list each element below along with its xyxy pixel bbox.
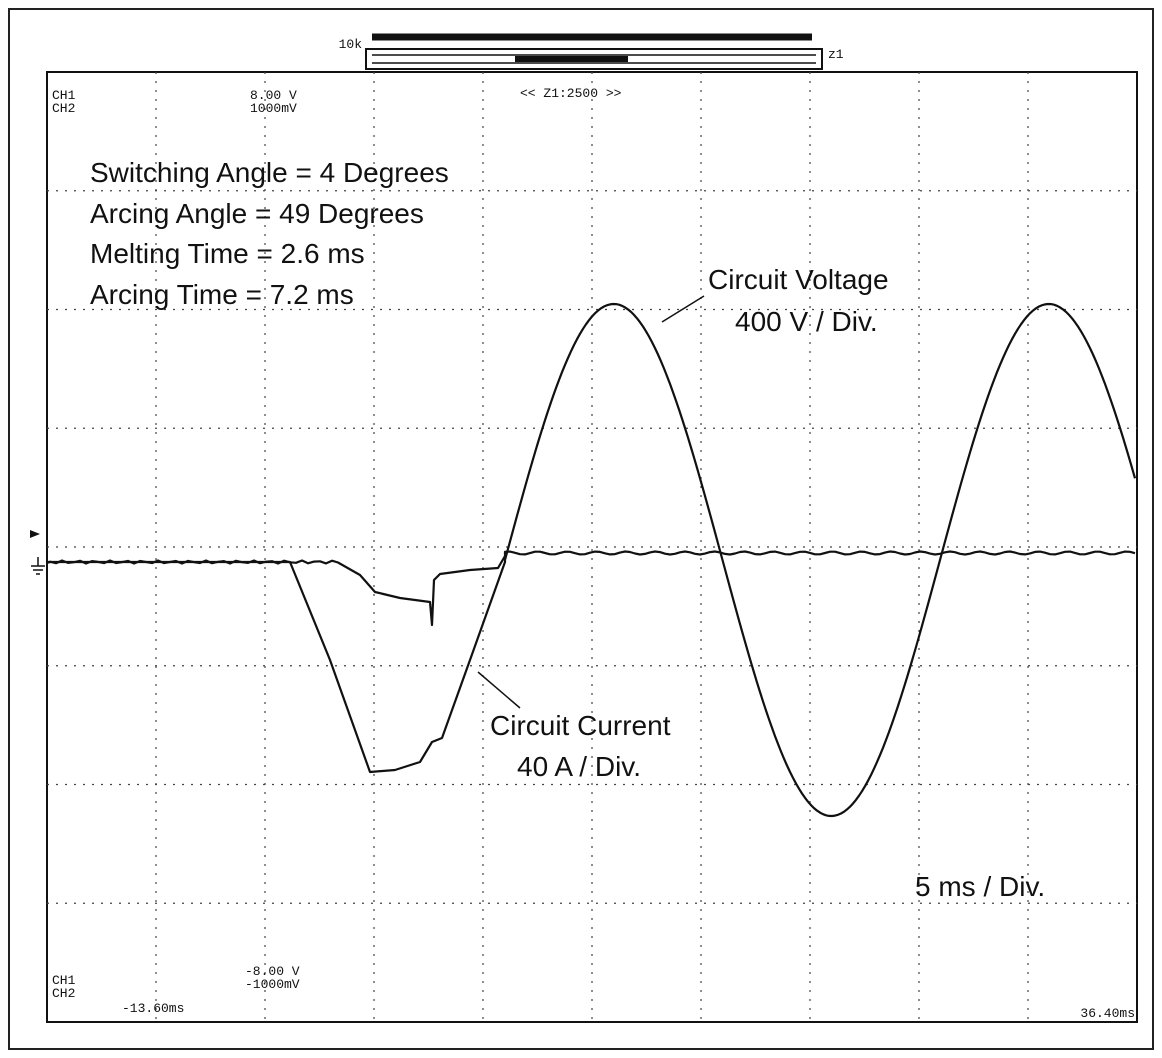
voltage-label: Circuit Voltage [708,264,889,295]
zoom-info: << Z1:2500 >> [520,86,622,101]
ch1-label: CH1 [52,973,76,988]
annotation: Melting Time = 2.6 ms [90,238,365,269]
zoom-left: 10k [339,37,363,52]
trigger-marker [30,530,40,538]
annotation: Arcing Time = 7.2 ms [90,279,354,310]
ch1-label: CH1 [52,88,76,103]
ch1-scale: -8.00 V [245,964,300,979]
leader-line [661,295,705,323]
voltage-scale: 400 V / Div. [735,306,878,337]
ch1-scale: 8.00 V [250,88,297,103]
ch2-label: CH2 [52,101,75,116]
zoom-right: z1 [828,47,844,62]
time-scale: 5 ms / Div. [915,871,1045,902]
voltage-trace [48,302,1137,818]
current-trace [47,550,1136,627]
ch2-scale: -1000mV [245,977,300,992]
outer-frame [8,8,1154,1050]
current-label: Circuit Current [490,710,671,741]
current-scale: 40 A / Div. [517,751,641,782]
grid [47,72,1137,1022]
annotation: Switching Angle = 4 Degrees [90,157,449,188]
annotation: Arcing Angle = 49 Degrees [90,198,424,229]
leader-line [477,671,521,709]
ch2-scale: 1000mV [250,101,297,116]
time-end: 36.40ms [1080,1006,1135,1021]
ch2-label: CH2 [52,986,75,1001]
time-start: -13.60ms [122,1001,184,1016]
zoom-box [365,48,823,70]
ground-marker [31,557,45,575]
